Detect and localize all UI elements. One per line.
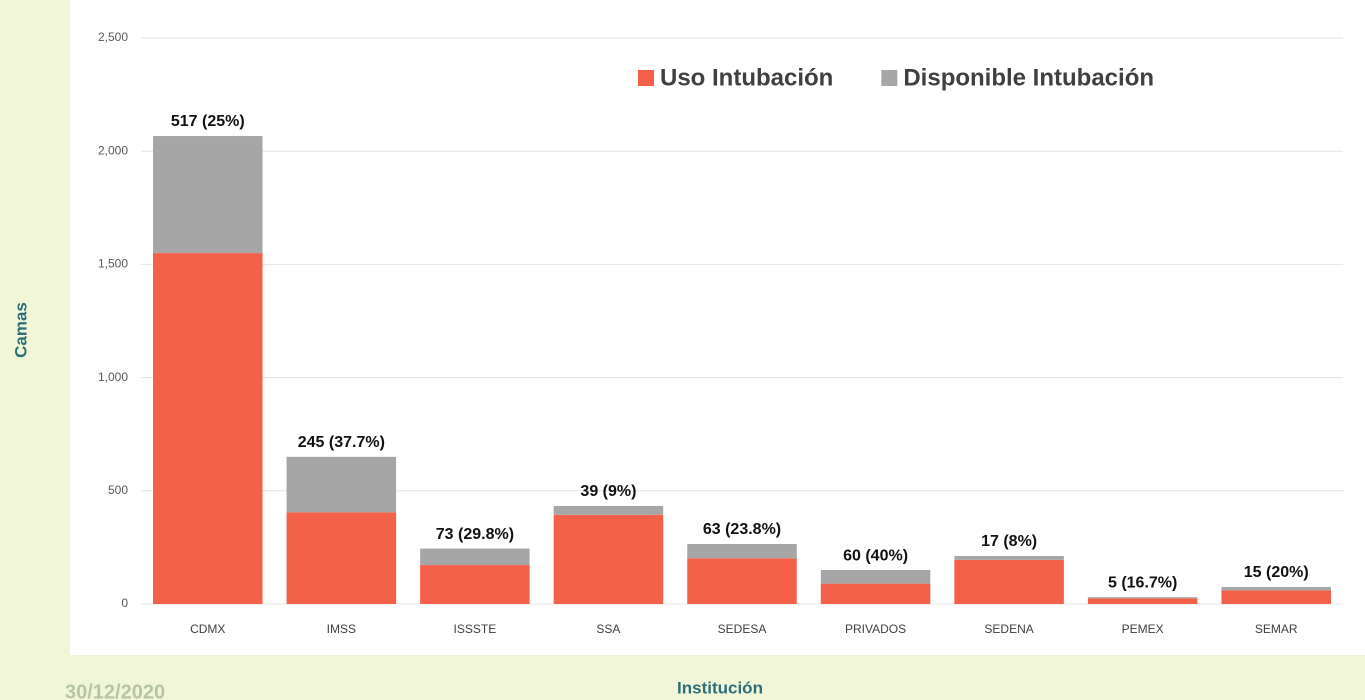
x-tick-label: IMSS bbox=[327, 622, 356, 636]
x-tick-label: SEMAR bbox=[1255, 622, 1298, 636]
bar bbox=[286, 456, 397, 513]
x-tick-label: SEDESA bbox=[718, 622, 767, 636]
y-axis-label: Camas bbox=[11, 302, 30, 358]
y-tick-label: 0 bbox=[121, 596, 128, 610]
bar bbox=[687, 558, 797, 604]
legend-swatch bbox=[638, 70, 654, 86]
bar bbox=[420, 565, 530, 604]
bar bbox=[1087, 597, 1198, 599]
bar bbox=[153, 253, 263, 604]
date: 30/12/2020 bbox=[65, 681, 165, 700]
bar bbox=[553, 505, 664, 515]
bar bbox=[954, 559, 1064, 604]
bar bbox=[153, 136, 263, 254]
data-label: 5 (16.7%) bbox=[1108, 574, 1177, 591]
y-tick-label: 2,500 bbox=[98, 30, 128, 44]
x-axis-label: Institución bbox=[677, 678, 763, 697]
legend-label: Disponible Intubación bbox=[903, 64, 1154, 91]
x-tick-label: SEDENA bbox=[984, 622, 1033, 636]
x-tick-label: PEMEX bbox=[1122, 622, 1164, 636]
bar bbox=[1087, 598, 1198, 604]
data-label: 73 (29.8%) bbox=[436, 526, 514, 543]
bar bbox=[1221, 590, 1331, 604]
bar bbox=[820, 583, 931, 604]
data-label: 63 (23.8%) bbox=[703, 521, 781, 538]
x-tick-label: SSA bbox=[596, 622, 620, 636]
data-label: 245 (37.7%) bbox=[298, 434, 385, 451]
bar bbox=[820, 570, 931, 584]
data-label: 60 (40%) bbox=[843, 547, 908, 564]
bar bbox=[420, 548, 530, 566]
bar bbox=[1221, 587, 1331, 591]
y-tick-label: 2,000 bbox=[98, 143, 128, 157]
y-tick-label: 1,000 bbox=[98, 370, 128, 384]
data-label: 517 (25%) bbox=[171, 113, 245, 130]
bar bbox=[954, 556, 1064, 560]
y-tick-label: 1,500 bbox=[98, 257, 128, 271]
data-label: 39 (9%) bbox=[580, 483, 636, 500]
legend-swatch bbox=[881, 70, 898, 86]
bar bbox=[553, 514, 664, 604]
bar bbox=[286, 512, 397, 604]
x-tick-label: ISSSTE bbox=[454, 622, 497, 636]
bar bbox=[687, 544, 797, 559]
legend-label: Uso Intubación bbox=[660, 64, 833, 91]
data-label: 15 (20%) bbox=[1244, 564, 1309, 581]
data-label: 17 (8%) bbox=[981, 533, 1037, 550]
x-tick-label: CDMX bbox=[190, 622, 225, 636]
y-tick-label: 500 bbox=[108, 483, 128, 497]
x-tick-label: PRIVADOS bbox=[845, 622, 906, 636]
